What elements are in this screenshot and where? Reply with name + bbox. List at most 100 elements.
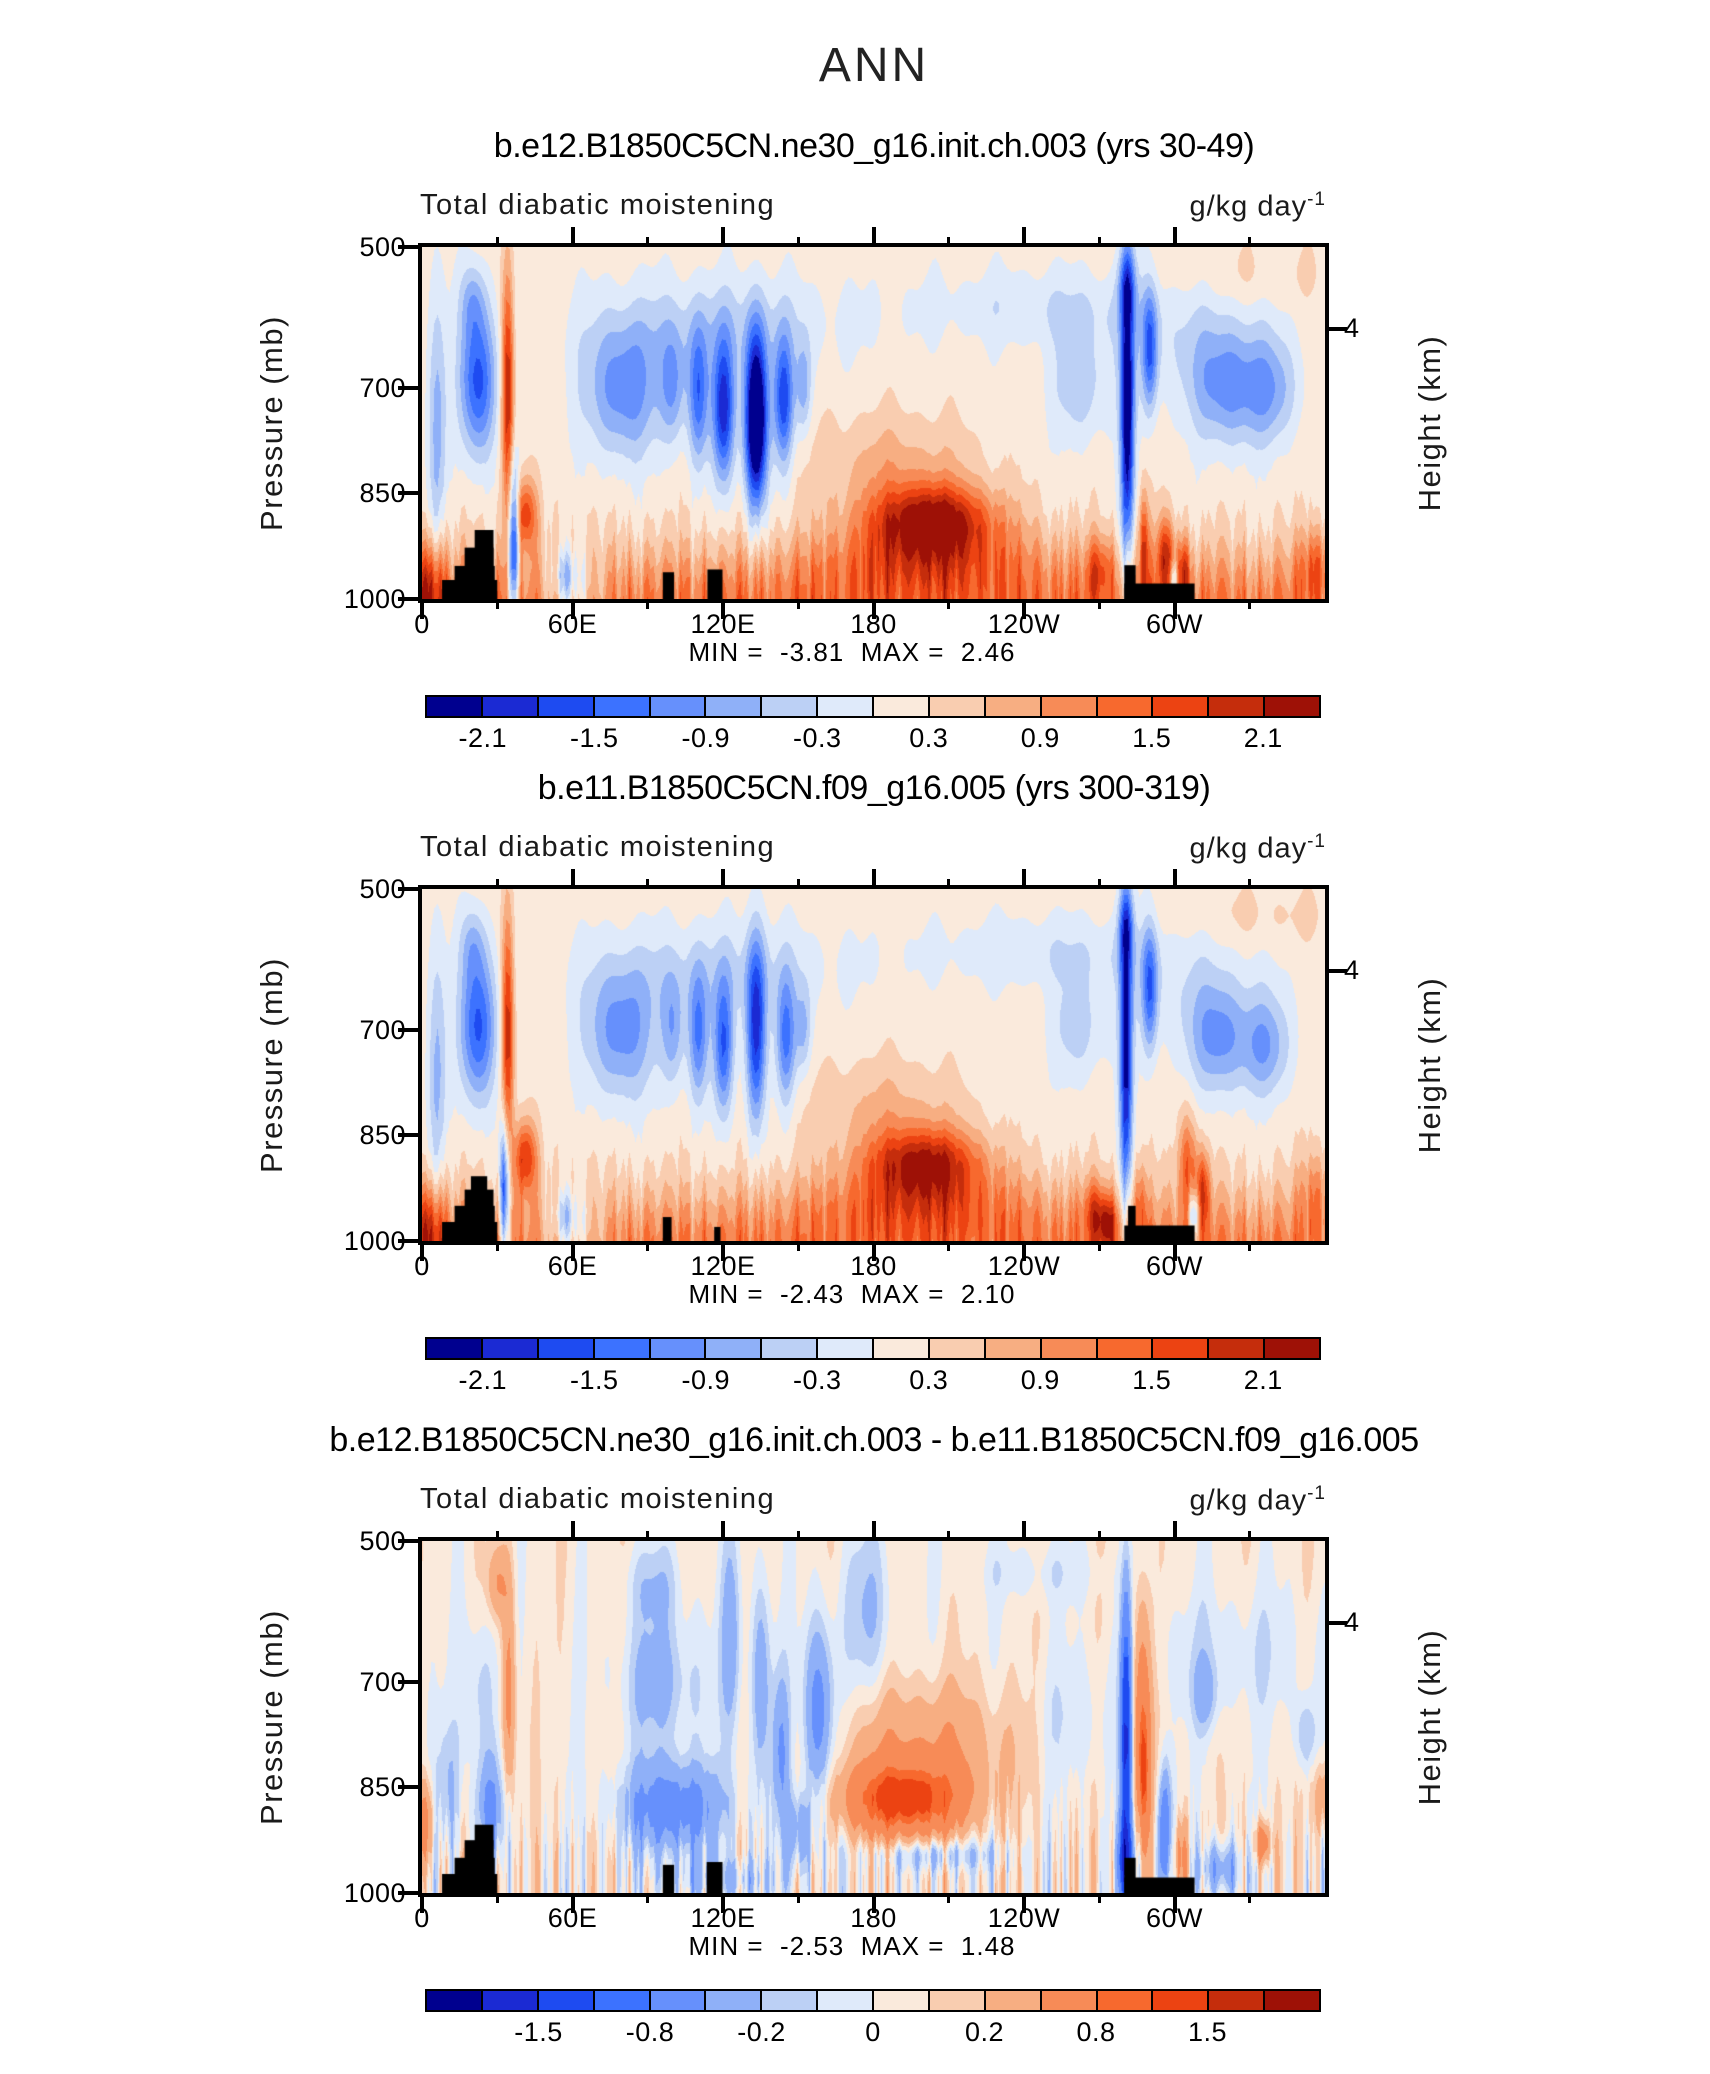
- axis-tick: [796, 1241, 800, 1251]
- colorbar-cell: [1041, 1339, 1098, 1358]
- colorbar-cell: [1209, 697, 1266, 716]
- colorbar-cell: [427, 697, 483, 716]
- colorbar-cell: [650, 1991, 707, 2010]
- axis-tick: [1248, 879, 1252, 889]
- longitude-tick-labels: 0 60E 120E 180 120W 60W: [414, 609, 1325, 639]
- colorbar-cell: [1153, 1991, 1210, 2010]
- axis-tick: [1248, 1241, 1252, 1251]
- colorbar-cell: [985, 1339, 1042, 1358]
- plot-area: [398, 869, 1347, 1261]
- colorbar-cell: [985, 1991, 1042, 2010]
- axis-tick: [398, 1539, 422, 1543]
- panel-title: b.e12.B1850C5CN.ne30_g16.init.ch.003 - b…: [329, 1421, 1419, 1459]
- axis-tick: [1325, 1620, 1347, 1625]
- pressure-axis-title: Pressure (mb): [254, 957, 289, 1173]
- axis-tick: [1097, 599, 1101, 609]
- longitude-tick-labels: 0 60E 120E 180 120W 60W: [414, 1251, 1325, 1281]
- longitude-tick-label: 60W: [1145, 1251, 1204, 1281]
- pressure-tick-label: 1000: [343, 1226, 406, 1256]
- colorbar-cell: [594, 1991, 651, 2010]
- axis-tick: [570, 599, 575, 619]
- pressure-tick-label: 700: [359, 1014, 406, 1045]
- axis-tick: [871, 599, 876, 619]
- axis-tick: [1172, 1241, 1177, 1261]
- colorbar-labels: -2.1 -1.5 -0.9 -0.3 0.3 0.9 1.5 2.1: [427, 723, 1319, 753]
- colorbar-cell: [482, 1991, 539, 2010]
- axis-tick: [398, 385, 422, 390]
- colorbar-cell: [818, 697, 874, 716]
- colorbar-cell: [929, 1339, 986, 1358]
- axis-tick: [398, 1891, 422, 1895]
- pressure-axis-title: Pressure (mb): [254, 315, 289, 531]
- axis-tick: [1022, 227, 1026, 247]
- pressure-tick-label: 850: [359, 1120, 406, 1151]
- field-label: Total diabatic moistening: [420, 189, 776, 221]
- longitude-tick-label: 120W: [987, 1903, 1061, 1933]
- pressure-tick-label: 850: [359, 1772, 406, 1803]
- axis-tick: [947, 879, 951, 889]
- colorbar-cell: [762, 697, 819, 716]
- colorbar-cell: [706, 1991, 763, 2010]
- axis-tick: [646, 599, 650, 609]
- colorbar-cell: [482, 1339, 539, 1358]
- longitude-tick-label: 120W: [987, 1251, 1061, 1281]
- axis-tick: [570, 227, 575, 247]
- colorbar: [425, 1337, 1321, 1360]
- axis-tick: [721, 599, 725, 619]
- colorbar-cell: [818, 1339, 874, 1358]
- plot-area: [398, 1521, 1347, 1913]
- colorbar-cell: [594, 697, 651, 716]
- colorbar: [425, 695, 1321, 718]
- axis-tick: [947, 599, 951, 609]
- axis-tick: [570, 1521, 575, 1541]
- axis-tick: [1022, 1893, 1026, 1913]
- units-label: g/kg day-1: [1189, 189, 1326, 223]
- colorbar-cell: [1097, 697, 1154, 716]
- axis-tick: [947, 1241, 951, 1251]
- colorbar-tick-label: -0.2: [737, 2017, 786, 2047]
- pressure-tick-labels: 500 700 850 1000: [318, 874, 406, 1256]
- colorbar-tick-label: 2.1: [1243, 723, 1283, 753]
- colorbar-tick-label: 1.5: [1187, 2017, 1228, 2047]
- pressure-tick-label: 1000: [343, 1878, 406, 1908]
- panel-title: b.e11.B1850C5CN.f09_g16.005 (yrs 300-319…: [537, 769, 1211, 807]
- field-label: Total diabatic moistening: [420, 831, 776, 863]
- axis-tick: [398, 491, 422, 496]
- pressure-tick-label: 700: [359, 1666, 406, 1697]
- axis-tick: [947, 237, 951, 247]
- height-tick-label: 4: [1344, 1607, 1360, 1637]
- longitude-tick-label: 120E: [690, 1251, 756, 1281]
- axis-tick: [1022, 1521, 1026, 1541]
- axis-tick: [495, 237, 499, 247]
- colorbar-cell: [762, 1339, 819, 1358]
- axis-tick: [796, 879, 800, 889]
- axis-tick: [398, 1027, 422, 1032]
- colorbar-cell: [1097, 1339, 1154, 1358]
- colorbar-cell: [427, 1339, 483, 1358]
- axis-tick: [796, 1531, 800, 1541]
- colorbar-cell: [929, 1991, 986, 2010]
- colorbar-tick-label: -2.1: [458, 723, 508, 753]
- axis-tick: [1097, 237, 1101, 247]
- season-title: ANN: [818, 39, 930, 92]
- pressure-tick-label: 500: [359, 874, 406, 904]
- axis-tick: [1172, 1521, 1177, 1541]
- colorbar-cell: [874, 1991, 930, 2010]
- axis-tick: [947, 1893, 951, 1903]
- pressure-tick-label: 700: [359, 372, 406, 403]
- axis-tick: [420, 1893, 424, 1913]
- colorbar-tick-label: 0.3: [909, 1365, 949, 1395]
- axis-tick: [398, 1679, 422, 1684]
- colorbar-cell: [874, 697, 930, 716]
- colorbar-tick-label: -0.8: [625, 2017, 675, 2047]
- colorbar-tick-label: 0.9: [1020, 723, 1060, 753]
- height-axis-title: Height (km): [1412, 1628, 1447, 1806]
- field-label: Total diabatic moistening: [420, 1483, 776, 1515]
- axis-tick: [495, 599, 499, 609]
- axis-tick: [495, 1893, 499, 1903]
- units-label: g/kg day-1: [1189, 1483, 1326, 1517]
- axis-tick: [646, 879, 650, 889]
- colorbar-labels: -1.5 -0.8 -0.2 0 0.2 0.8 1.5: [427, 2017, 1319, 2047]
- pressure-axis-title: Pressure (mb): [254, 1609, 289, 1825]
- axis-tick: [721, 1241, 725, 1261]
